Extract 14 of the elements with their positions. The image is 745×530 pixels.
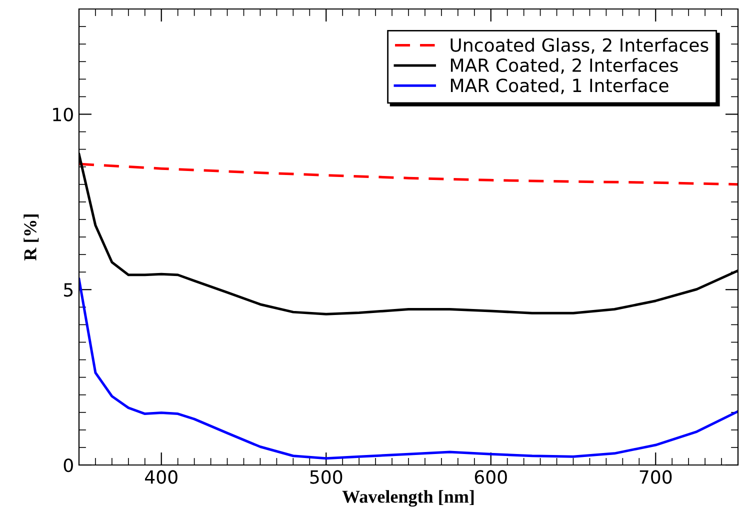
line-series [79, 162, 738, 186]
x-axis-title: Wavelength [nm] [342, 490, 474, 507]
legend-label: MAR Coated, 1 Interface [450, 78, 668, 94]
y-tick-label: 5 [64, 283, 73, 297]
x-tick-label: 700 [640, 470, 672, 484]
legend-label: Uncoated Glass, 2 Interfaces [450, 38, 708, 54]
y-tick-label: 0 [64, 458, 73, 472]
legend-label: MAR Coated, 2 Interfaces [450, 58, 678, 74]
x-tick-label: 500 [310, 470, 342, 484]
y-axis-title: R [%] [24, 214, 39, 261]
x-tick-label: 600 [474, 470, 507, 484]
x-tick-label: 400 [145, 470, 178, 484]
line-series [79, 278, 738, 460]
y-tick-label: 10 [53, 108, 73, 122]
